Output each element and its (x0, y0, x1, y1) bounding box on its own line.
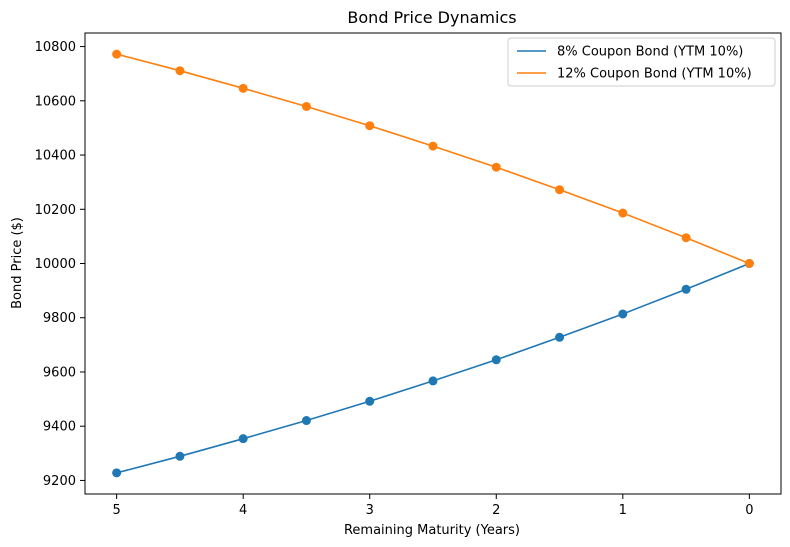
data-point (238, 434, 248, 444)
data-point (491, 162, 501, 172)
plot-area (112, 49, 754, 478)
data-point (618, 208, 628, 218)
data-point (555, 185, 565, 195)
y-tick-label: 9200 (43, 474, 76, 489)
data-point (238, 83, 248, 93)
data-point (112, 49, 122, 59)
y-tick-label: 9600 (43, 365, 76, 380)
data-point (555, 332, 565, 342)
x-tick-label: 3 (366, 503, 374, 518)
data-point (175, 451, 185, 461)
y-tick-label: 10800 (35, 40, 76, 55)
data-point (491, 355, 501, 365)
y-axis-label: Bond Price ($) (10, 217, 25, 309)
x-tick-label: 2 (492, 503, 500, 518)
data-point (428, 376, 438, 386)
legend-label-2: 12% Coupon Bond (YTM 10%) (557, 67, 752, 82)
data-point (618, 309, 628, 319)
x-tick-label: 0 (745, 503, 753, 518)
data-point (681, 284, 691, 294)
y-tick-label: 10600 (35, 94, 76, 109)
data-point (301, 101, 311, 111)
data-point (365, 396, 375, 406)
y-tick-label: 10200 (35, 203, 76, 218)
data-point (175, 66, 185, 76)
data-point (428, 141, 438, 151)
x-tick-label: 1 (619, 503, 627, 518)
y-tick-label: 10400 (35, 149, 76, 164)
chart-title: Bond Price Dynamics (347, 8, 516, 27)
legend: 8% Coupon Bond (YTM 10%) 12% Coupon Bond … (507, 37, 776, 87)
data-point (744, 259, 754, 268)
data-point (112, 468, 122, 478)
x-tick-label: 5 (112, 503, 120, 518)
series-line-1 (116, 262, 750, 474)
data-point (301, 416, 311, 426)
x-axis-label: Remaining Maturity (Years) (344, 523, 520, 538)
x-tick-label: 4 (239, 503, 247, 518)
data-point (681, 233, 691, 243)
plot-frame (84, 32, 782, 495)
data-point (365, 121, 375, 131)
y-tick-label: 9800 (43, 311, 76, 326)
axes: 5 4 3 2 1 0 9200 9400 9600 9800 10000 10200 10400 106… (35, 32, 782, 518)
y-tick-label: 9400 (43, 420, 76, 435)
legend-box (507, 37, 776, 87)
legend-label-1: 8% Coupon Bond (YTM 10%) (557, 45, 743, 60)
y-tick-label: 10000 (35, 257, 76, 272)
